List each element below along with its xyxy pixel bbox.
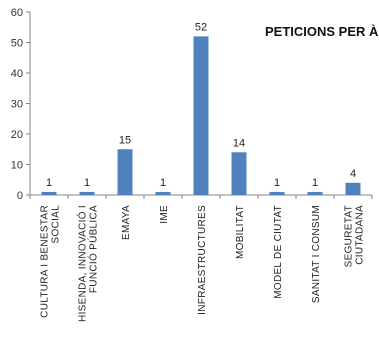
category-label: MODEL DE CIUTAT xyxy=(273,205,284,299)
category-label: EMAYA xyxy=(121,205,132,240)
bar xyxy=(231,152,247,195)
category-label: INFRAESTRUCTURES xyxy=(197,205,208,315)
y-tick-label: 50 xyxy=(11,38,23,50)
y-tick-label: 20 xyxy=(11,129,23,141)
bar xyxy=(345,182,361,195)
bars xyxy=(41,36,361,196)
data-label: 4 xyxy=(350,168,356,180)
y-axis: 0 10 20 30 40 50 60 xyxy=(11,7,31,202)
category-labels: CULTURA I BENESTAR SOCIAL HISENDA, INNOVAC… xyxy=(40,205,366,322)
data-label: 52 xyxy=(195,21,207,33)
chart-title: PETICIONS PER ÀREA xyxy=(265,24,379,39)
y-tick-label: 60 xyxy=(11,7,23,19)
category-label: IME xyxy=(159,205,170,224)
data-label: 14 xyxy=(233,137,245,149)
data-label: 1 xyxy=(274,177,280,189)
category-label: FUNCIÓ PÚBLICA xyxy=(87,205,100,293)
bar xyxy=(193,36,209,196)
category-label: SEGURETAT xyxy=(344,205,355,267)
bar xyxy=(79,191,95,195)
data-label: 1 xyxy=(160,177,166,189)
y-tick-label: 10 xyxy=(11,160,23,172)
bar xyxy=(117,149,133,195)
category-label: CULTURA I BENESTAR xyxy=(40,205,51,318)
data-label: 1 xyxy=(312,177,318,189)
category-label: CIUTADANA xyxy=(355,205,366,265)
bar xyxy=(155,191,171,195)
data-label: 15 xyxy=(119,134,131,146)
category-label: HISENDA, INNOVACIÓ I xyxy=(76,205,89,322)
category-label: MOBILITAT xyxy=(235,205,246,259)
bar xyxy=(41,191,57,195)
y-tick-label: 30 xyxy=(11,99,23,111)
y-tick-label: 0 xyxy=(17,190,23,202)
data-label: 1 xyxy=(46,177,52,189)
x-axis xyxy=(29,194,373,199)
category-label: SOCIAL xyxy=(51,205,62,244)
y-tick-label: 40 xyxy=(11,68,23,80)
bar xyxy=(269,191,285,195)
bar xyxy=(307,191,323,195)
data-label: 1 xyxy=(84,177,90,189)
category-label: SANITAT I CONSUM xyxy=(311,205,322,303)
